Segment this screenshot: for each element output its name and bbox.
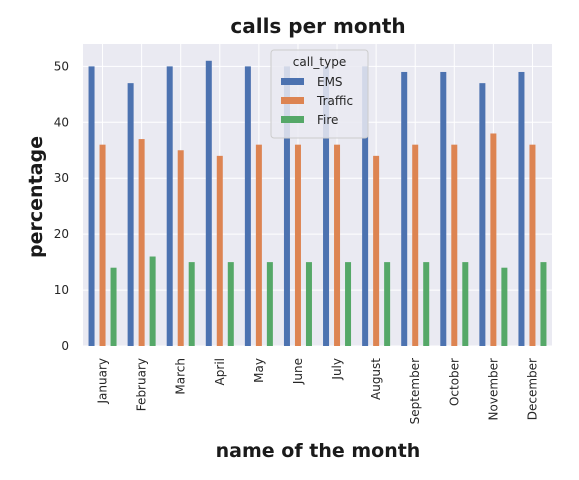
- bar-traffic-november: [490, 133, 497, 346]
- bar-fire-august: [384, 262, 391, 346]
- bar-fire-october: [462, 262, 469, 346]
- x-tick-label: December: [525, 358, 539, 420]
- bar-traffic-december: [529, 144, 536, 346]
- y-tick-label: 30: [54, 171, 69, 185]
- bar-traffic-may: [255, 144, 262, 346]
- bar-traffic-february: [138, 139, 145, 346]
- bar-fire-july: [345, 262, 352, 346]
- legend-swatch-ems: [281, 78, 304, 85]
- bar-fire-february: [149, 256, 156, 346]
- bar-ems-october: [440, 71, 447, 347]
- bars: [88, 60, 547, 347]
- bar-fire-june: [305, 262, 312, 346]
- bar-traffic-april: [216, 155, 223, 346]
- x-tick-label: July: [330, 358, 344, 381]
- legend-label-fire: Fire: [317, 113, 338, 127]
- bar-ems-december: [518, 71, 525, 347]
- x-tick-label: April: [213, 358, 227, 385]
- x-tick-label: May: [252, 358, 266, 383]
- x-tick-label: October: [447, 358, 461, 406]
- bar-traffic-june: [294, 144, 301, 346]
- legend-title: call_type: [293, 55, 346, 69]
- bar-traffic-january: [99, 144, 106, 346]
- bar-ems-march: [166, 66, 173, 347]
- legend-label-traffic: Traffic: [316, 94, 353, 108]
- bar-fire-january: [110, 267, 117, 346]
- bar-traffic-july: [334, 144, 341, 346]
- x-axis-ticks: January February March April May June July Augu…: [96, 358, 540, 425]
- x-tick-label: June: [291, 358, 305, 385]
- bar-traffic-august: [373, 155, 380, 346]
- bar-ems-august: [362, 66, 369, 347]
- bar-traffic-october: [451, 144, 458, 346]
- bar-ems-may: [244, 66, 251, 347]
- y-tick-label: 50: [54, 59, 69, 73]
- bar-ems-september: [401, 71, 408, 347]
- bar-ems-april: [205, 60, 212, 347]
- x-tick-label: March: [174, 358, 188, 395]
- y-axis-label: percentage: [25, 136, 47, 258]
- chart-title: calls per month: [230, 14, 405, 38]
- y-axis-ticks: 0 10 20 30 40 50: [54, 59, 69, 353]
- bar-fire-december: [540, 262, 547, 346]
- bar-traffic-september: [412, 144, 419, 346]
- legend-swatch-fire: [281, 116, 304, 123]
- bar-fire-march: [188, 262, 195, 346]
- bar-ems-january: [88, 66, 95, 347]
- bar-traffic-march: [177, 150, 184, 346]
- y-tick-label: 20: [54, 227, 69, 241]
- bar-ems-february: [127, 83, 134, 347]
- x-axis-label: name of the month: [216, 440, 421, 462]
- legend-items: EMS Traffic Fire: [281, 75, 353, 127]
- bar-fire-september: [423, 262, 430, 346]
- x-tick-label: February: [135, 358, 149, 411]
- x-tick-label: January: [96, 358, 110, 405]
- bar-fire-april: [227, 262, 234, 346]
- y-tick-label: 0: [61, 339, 69, 353]
- y-tick-label: 10: [54, 283, 69, 297]
- y-tick-label: 40: [54, 115, 69, 129]
- bar-fire-may: [266, 262, 273, 346]
- x-tick-label: November: [486, 358, 500, 420]
- legend-swatch-traffic: [281, 97, 304, 104]
- x-tick-label: August: [369, 358, 383, 400]
- legend: call_type EMS Traffic Fire: [270, 49, 369, 139]
- x-tick-label: September: [408, 358, 422, 424]
- bar-ems-november: [479, 83, 486, 347]
- bar-fire-november: [501, 267, 508, 346]
- bar-ems-july: [323, 66, 330, 347]
- legend-label-ems: EMS: [317, 75, 343, 89]
- bar-ems-june: [283, 66, 290, 347]
